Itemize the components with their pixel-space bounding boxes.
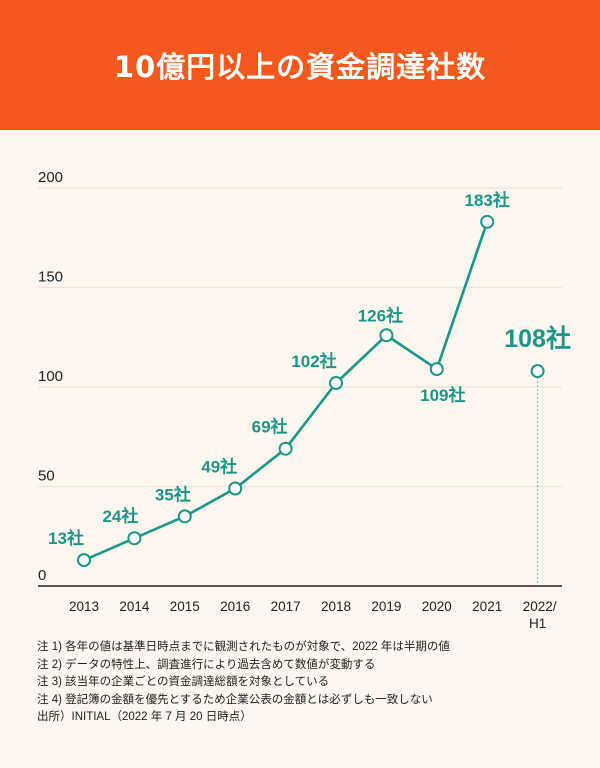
data-label: 102社 [291, 351, 336, 371]
data-point [379, 328, 394, 343]
x-tick-label: 2015 [170, 599, 200, 614]
data-point [278, 441, 293, 456]
data-label: 183社 [465, 190, 510, 210]
data-label: 69社 [252, 417, 288, 437]
data-point [530, 364, 545, 379]
x-tick-label: 2016 [220, 599, 250, 614]
x-tick-label: 2021 [472, 599, 502, 614]
footnote-1: 注 1) 各年の値は基準日時点までに観測されたものが対象で、2022 年は半期の… [37, 641, 450, 653]
data-point [228, 481, 243, 496]
data-label: 109社 [420, 385, 465, 405]
y-tick-label: 0 [38, 567, 46, 584]
data-point [329, 376, 343, 391]
data-label: 24社 [102, 506, 138, 526]
y-tick-label: 100 [38, 368, 63, 385]
x-tick-label: 2022/H1 [523, 599, 557, 631]
data-label: 49社 [201, 456, 237, 476]
x-tick-label: 2013 [69, 599, 99, 614]
x-tick-label: 2017 [271, 599, 301, 614]
x-tick-label: 2019 [371, 599, 401, 614]
data-label: 126社 [358, 305, 403, 325]
data-point [177, 509, 192, 524]
data-point [429, 362, 444, 377]
y-tick-label: 200 [38, 169, 63, 186]
data-point [127, 531, 142, 546]
data-label: 35社 [155, 484, 191, 504]
x-tick-label: 2020 [422, 599, 452, 614]
x-tick-label: 2014 [119, 599, 150, 614]
data-label: 108社 [504, 324, 571, 353]
footnotes: 注 1) 各年の値は基準日時点までに観測されたものが対象で、2022 年は半期の… [37, 639, 450, 727]
data-point [77, 553, 91, 568]
header-banner: 10億円以上の資金調達社数 [0, 0, 600, 130]
y-tick-label: 50 [38, 468, 55, 485]
footnote-3: 注 3) 該当年の企業ごとの資金調達総額を対象としている [37, 676, 330, 688]
x-tick-label: 2018 [321, 599, 351, 614]
source-note: 出所）INITIAL（2022 年 7 月 20 日時点） [37, 711, 252, 723]
data-point [480, 214, 495, 229]
data-label: 13社 [48, 528, 84, 548]
footnote-2: 注 2) データの特性上、調査進行により過去含めて数値が変動する [37, 658, 376, 671]
line-chart: 0 50 100 150 200 2013 2014 2015 2016 2017 2018 2019… [38, 169, 571, 631]
chart-title: 10億円以上の資金調達社数 [113, 50, 487, 84]
y-tick-label: 150 [38, 269, 63, 286]
footnote-4: 注 4) 登記簿の金額を優先とするため企業公表の金額とは必ずしも一致しない [37, 693, 433, 706]
